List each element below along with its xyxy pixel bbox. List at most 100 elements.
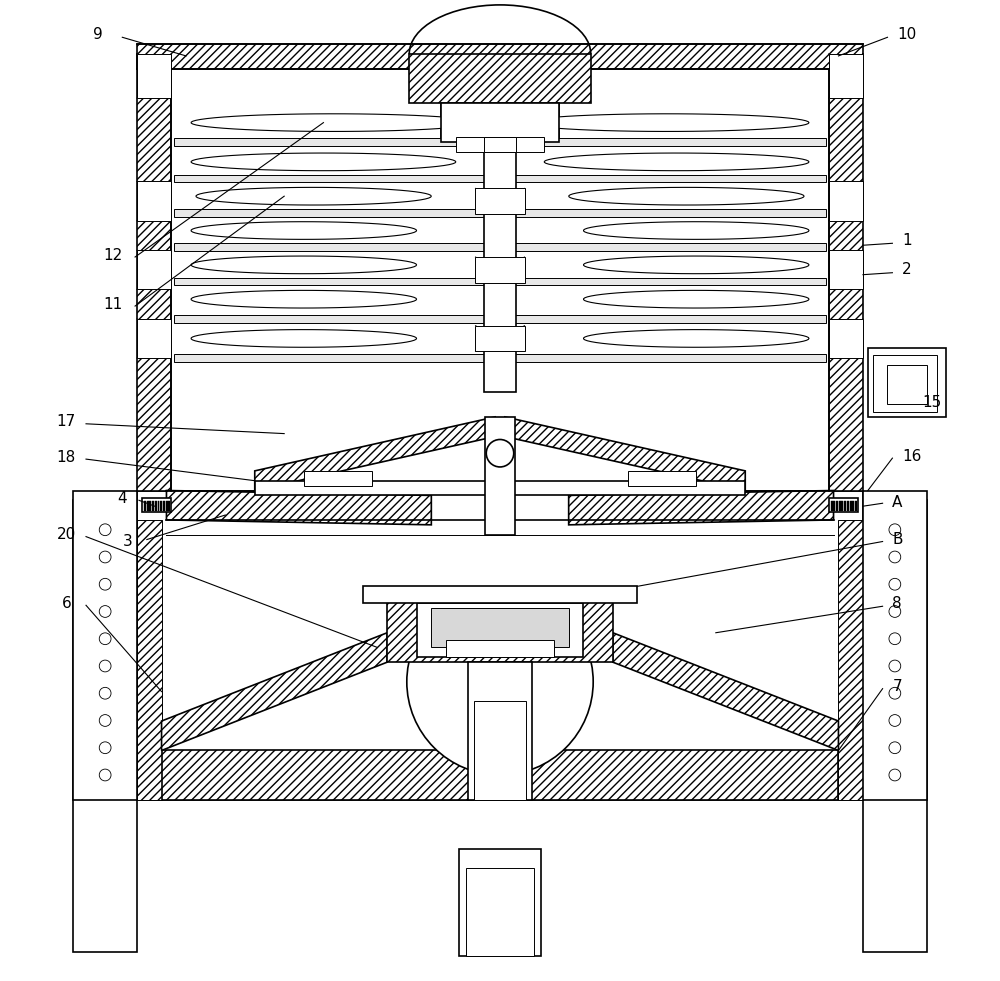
Circle shape bbox=[889, 769, 901, 781]
Polygon shape bbox=[191, 256, 417, 274]
Polygon shape bbox=[505, 417, 745, 490]
Text: 18: 18 bbox=[57, 449, 76, 465]
Text: B: B bbox=[892, 532, 903, 547]
Bar bbox=[829, 319, 863, 358]
Bar bbox=[152, 501, 154, 511]
Bar bbox=[163, 501, 165, 511]
Bar bbox=[484, 103, 516, 392]
Polygon shape bbox=[569, 490, 834, 525]
Circle shape bbox=[486, 439, 514, 467]
Text: 9: 9 bbox=[93, 26, 103, 42]
Text: 8: 8 bbox=[892, 595, 902, 611]
Text: 6: 6 bbox=[62, 595, 71, 611]
Bar bbox=[468, 662, 532, 800]
Bar bbox=[628, 471, 696, 486]
Bar bbox=[873, 355, 937, 412]
Bar bbox=[137, 181, 171, 221]
Bar bbox=[466, 868, 534, 956]
Bar bbox=[174, 243, 826, 251]
Polygon shape bbox=[191, 330, 417, 347]
Bar bbox=[446, 640, 554, 657]
Text: 7: 7 bbox=[892, 679, 902, 695]
Polygon shape bbox=[584, 330, 809, 347]
Polygon shape bbox=[584, 290, 809, 308]
Bar bbox=[836, 501, 838, 511]
Text: 2: 2 bbox=[902, 262, 912, 278]
Bar bbox=[829, 250, 863, 289]
Bar bbox=[475, 326, 525, 351]
Bar bbox=[174, 175, 826, 182]
Bar bbox=[850, 501, 852, 511]
Circle shape bbox=[889, 660, 901, 672]
Bar bbox=[137, 54, 171, 98]
Polygon shape bbox=[137, 54, 171, 490]
Text: 15: 15 bbox=[922, 394, 941, 410]
Polygon shape bbox=[569, 187, 804, 205]
Polygon shape bbox=[829, 54, 863, 490]
Bar bbox=[73, 500, 137, 952]
Text: 16: 16 bbox=[902, 448, 922, 464]
Bar bbox=[137, 250, 171, 289]
Bar bbox=[137, 490, 863, 800]
Circle shape bbox=[889, 551, 901, 563]
Polygon shape bbox=[166, 490, 431, 525]
Bar bbox=[73, 490, 137, 800]
Polygon shape bbox=[196, 187, 431, 205]
Polygon shape bbox=[544, 153, 809, 171]
Polygon shape bbox=[584, 222, 809, 239]
Circle shape bbox=[889, 714, 901, 726]
Text: 20: 20 bbox=[57, 527, 76, 542]
Polygon shape bbox=[409, 54, 591, 103]
Circle shape bbox=[889, 742, 901, 753]
Bar bbox=[174, 138, 826, 146]
Circle shape bbox=[99, 742, 111, 753]
Bar bbox=[174, 278, 826, 285]
Bar bbox=[142, 498, 171, 512]
Bar bbox=[144, 501, 146, 511]
Bar bbox=[174, 354, 826, 362]
Bar bbox=[147, 501, 149, 511]
Circle shape bbox=[99, 714, 111, 726]
Circle shape bbox=[889, 524, 901, 536]
Text: 17: 17 bbox=[57, 414, 76, 430]
Bar bbox=[441, 103, 559, 142]
Text: 12: 12 bbox=[103, 247, 122, 263]
Text: 3: 3 bbox=[122, 534, 132, 549]
Bar bbox=[474, 701, 526, 800]
Bar bbox=[459, 849, 541, 956]
Polygon shape bbox=[191, 222, 417, 239]
Circle shape bbox=[889, 633, 901, 645]
Polygon shape bbox=[613, 633, 838, 750]
Bar bbox=[255, 481, 745, 495]
Polygon shape bbox=[162, 633, 387, 750]
Polygon shape bbox=[137, 520, 162, 800]
Bar bbox=[831, 501, 833, 511]
Circle shape bbox=[99, 633, 111, 645]
Text: 4: 4 bbox=[118, 490, 127, 506]
Polygon shape bbox=[191, 114, 475, 131]
Text: 11: 11 bbox=[103, 296, 122, 312]
Bar bbox=[149, 501, 151, 511]
Circle shape bbox=[99, 579, 111, 591]
Circle shape bbox=[889, 579, 901, 591]
Polygon shape bbox=[525, 114, 809, 131]
Bar bbox=[363, 586, 637, 603]
Bar bbox=[456, 137, 544, 152]
Bar bbox=[174, 209, 826, 217]
Bar bbox=[168, 501, 170, 511]
Circle shape bbox=[99, 551, 111, 563]
Circle shape bbox=[99, 688, 111, 699]
Text: A: A bbox=[892, 494, 902, 510]
Bar bbox=[833, 501, 835, 511]
Circle shape bbox=[407, 589, 593, 775]
Bar bbox=[304, 471, 372, 486]
Bar bbox=[829, 181, 863, 221]
Bar bbox=[155, 501, 157, 511]
Circle shape bbox=[99, 524, 111, 536]
Text: 10: 10 bbox=[897, 26, 917, 42]
Bar bbox=[475, 257, 525, 283]
Bar bbox=[852, 501, 854, 511]
Circle shape bbox=[99, 605, 111, 617]
Bar bbox=[844, 501, 846, 511]
Bar bbox=[839, 501, 841, 511]
